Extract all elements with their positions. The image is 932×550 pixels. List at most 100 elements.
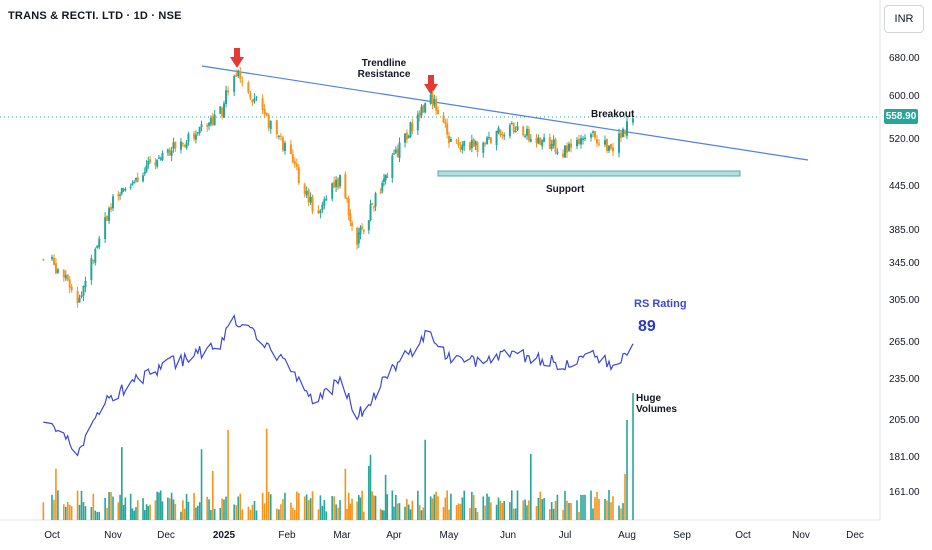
volume-bar — [632, 393, 634, 520]
candle-body — [433, 98, 436, 106]
y-tick: 161.00 — [889, 487, 920, 498]
candle-body — [251, 99, 254, 103]
volume-bar — [247, 506, 250, 520]
candle-body — [416, 114, 419, 131]
candle-body — [311, 196, 314, 212]
candle-body — [514, 130, 517, 133]
candle-body — [209, 117, 212, 125]
volume-bar — [142, 498, 144, 520]
candle-body — [632, 118, 634, 123]
candle-body — [206, 125, 209, 127]
volume-bar — [459, 503, 462, 520]
arrow-down-icon — [230, 48, 244, 68]
candle-body — [562, 153, 565, 157]
volume-bar — [618, 505, 620, 520]
volume-bar — [363, 511, 365, 520]
candle-body — [356, 228, 359, 245]
volume-bar — [303, 496, 306, 520]
volume-bar — [227, 429, 229, 520]
volume-bar — [210, 510, 212, 520]
candle-body — [136, 177, 139, 183]
volume-bar — [94, 510, 97, 520]
candle-body — [119, 194, 122, 196]
volume-bar — [620, 508, 622, 520]
volume-bar — [554, 500, 557, 520]
y-tick: 385.00 — [889, 225, 920, 236]
breakout-label: Breakout — [591, 109, 635, 120]
candle-body — [143, 171, 146, 174]
candle-body — [554, 139, 557, 152]
candle-body — [323, 199, 326, 206]
volume-bar — [472, 495, 475, 520]
candle-body — [449, 138, 452, 142]
volume-bar — [64, 506, 67, 520]
volume-bar — [429, 496, 432, 520]
volume-bar — [346, 508, 348, 520]
volume-bar — [471, 491, 473, 520]
candle-body — [371, 202, 374, 205]
candle-body — [461, 144, 464, 151]
candle-body — [398, 142, 401, 158]
candle-body — [444, 121, 447, 124]
candle-body — [552, 139, 555, 146]
candle-body — [117, 194, 120, 197]
volume-bar — [356, 501, 358, 520]
candle-body — [237, 70, 240, 77]
candle-body — [170, 150, 173, 156]
candle-body — [484, 143, 487, 145]
volume-bar — [594, 497, 596, 520]
candle-body — [305, 191, 308, 196]
volume-bar — [57, 490, 59, 520]
candle-body — [435, 99, 438, 111]
candle-body — [247, 82, 250, 93]
candle-body — [396, 148, 399, 157]
volume-bar — [604, 499, 606, 520]
candle-body — [604, 140, 606, 145]
volume-bar — [174, 503, 177, 520]
candle-body — [279, 135, 282, 137]
volume-bar — [503, 500, 505, 520]
candle-body — [391, 155, 394, 178]
candle-body — [596, 139, 598, 144]
candlestick-series — [42, 66, 634, 308]
candle-body — [172, 142, 175, 149]
x-tick: Dec — [846, 530, 864, 541]
volume-bar — [411, 500, 414, 520]
candle-body — [76, 291, 79, 304]
candle-body — [66, 274, 69, 281]
candle-body — [142, 175, 145, 182]
volume-bar — [42, 502, 45, 520]
candle-body — [134, 178, 137, 181]
volume-bar — [66, 502, 69, 520]
currency-button[interactable]: INR — [884, 5, 924, 33]
trendline-label-line2: Resistance — [357, 69, 411, 80]
candle-body — [550, 143, 553, 149]
candle-body — [594, 131, 596, 138]
candle-body — [486, 137, 489, 145]
candle-body — [185, 142, 188, 149]
volume-bar — [391, 490, 394, 520]
volume-bar — [570, 502, 572, 520]
candle-body — [522, 126, 525, 136]
volume-bar — [159, 490, 162, 520]
volume-bar — [596, 491, 598, 520]
volume-bar — [501, 502, 504, 520]
volume-bar — [351, 498, 353, 520]
volume-bar — [219, 507, 222, 520]
volume-bar — [431, 498, 434, 520]
candle-body — [527, 128, 530, 141]
volume-bar — [321, 505, 324, 520]
volume-bar — [84, 506, 87, 520]
y-tick: 680.00 — [889, 53, 920, 64]
candle-body — [437, 110, 439, 114]
volume-bar — [206, 496, 208, 520]
candle-body — [411, 123, 414, 132]
volume-bar — [276, 508, 278, 520]
candle-body — [239, 71, 242, 79]
candle-body — [470, 140, 473, 149]
y-tick: 600.00 — [889, 91, 920, 102]
candle-body — [472, 138, 475, 147]
volume-bar — [255, 510, 258, 520]
volume-bar — [497, 497, 500, 520]
volume-bar — [590, 490, 592, 520]
